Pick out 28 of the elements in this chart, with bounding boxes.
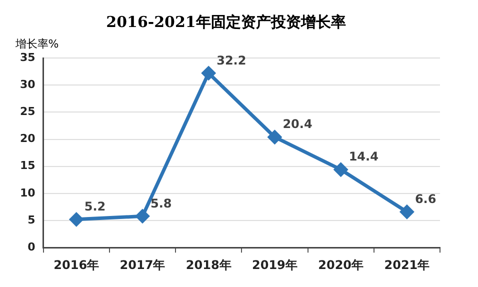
- data-label: 6.6: [414, 192, 436, 206]
- point: [334, 162, 348, 176]
- y-tick-label: 20: [20, 132, 36, 146]
- x-tick-label: 2016年: [54, 258, 100, 272]
- y-tick-label: 15: [20, 159, 36, 172]
- data-label: 20.4: [282, 117, 312, 132]
- point: [70, 212, 84, 226]
- x-tick-label: 2019年: [252, 258, 298, 272]
- data-label: 14.4: [348, 150, 378, 164]
- x-tick-label: 2021年: [384, 258, 430, 272]
- data-label: 32.2: [216, 53, 246, 68]
- y-tick-label: 35: [20, 50, 36, 64]
- point: [136, 209, 150, 223]
- x-tick-label: 2017年: [120, 258, 166, 272]
- x-tick-label: 2018年: [186, 258, 232, 272]
- x-tick-label: 2020年: [318, 258, 364, 272]
- point: [202, 66, 216, 80]
- data-label: 5.8: [150, 196, 172, 210]
- chart-title: 2016-2021年固定资产投资增长率: [106, 12, 346, 31]
- y-axis-title: 增长率%: [14, 37, 59, 50]
- y-tick-label: 25: [20, 105, 36, 118]
- y-tick-label: 0: [28, 240, 36, 254]
- data-label: 5.2: [84, 200, 106, 214]
- y-tick-label: 10: [20, 186, 36, 200]
- point: [268, 130, 282, 144]
- y-tick-label: 30: [20, 78, 36, 91]
- point: [400, 205, 414, 219]
- y-tick-label: 5: [28, 213, 36, 226]
